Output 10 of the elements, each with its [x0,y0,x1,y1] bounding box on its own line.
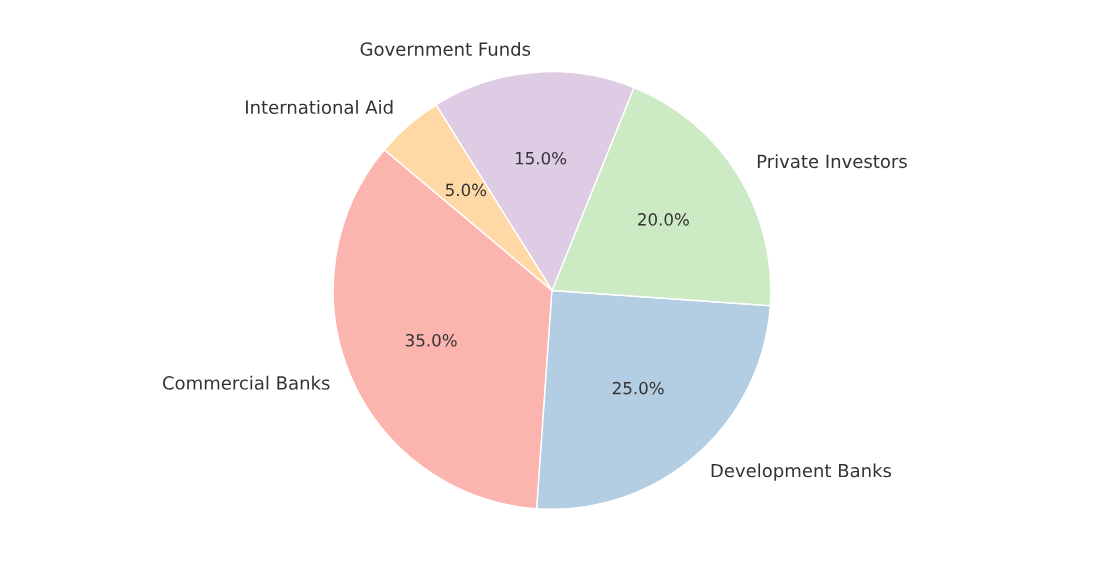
slice-label: Commercial Banks [162,375,330,390]
data-label: 20.0% [638,213,689,226]
slice-label: Government Funds [360,41,531,56]
slice-label: Private Investors [757,154,907,169]
data-label: 25.0% [612,381,664,395]
data-label: 15.0% [515,151,567,165]
data-label: 35.0% [405,333,457,347]
slice-label: International Aid [246,100,393,115]
slice-label: Development Banks [711,463,892,481]
data-label: 5.0% [445,183,487,197]
